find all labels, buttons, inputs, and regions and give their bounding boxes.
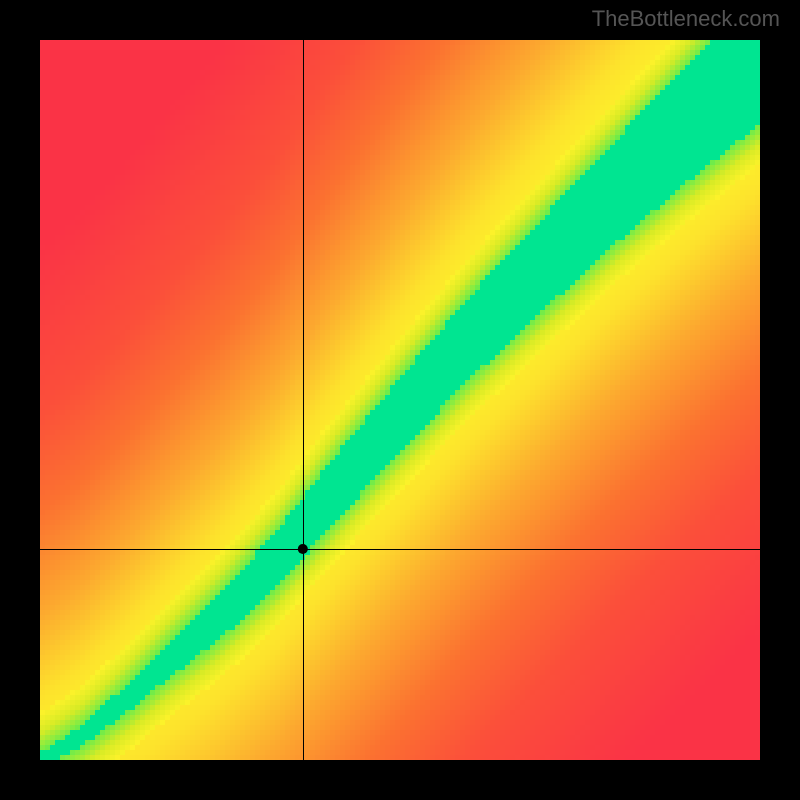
heatmap-canvas <box>40 40 760 760</box>
watermark-text: TheBottleneck.com <box>592 6 780 32</box>
plot-area <box>40 40 760 760</box>
chart-container: TheBottleneck.com <box>0 0 800 800</box>
